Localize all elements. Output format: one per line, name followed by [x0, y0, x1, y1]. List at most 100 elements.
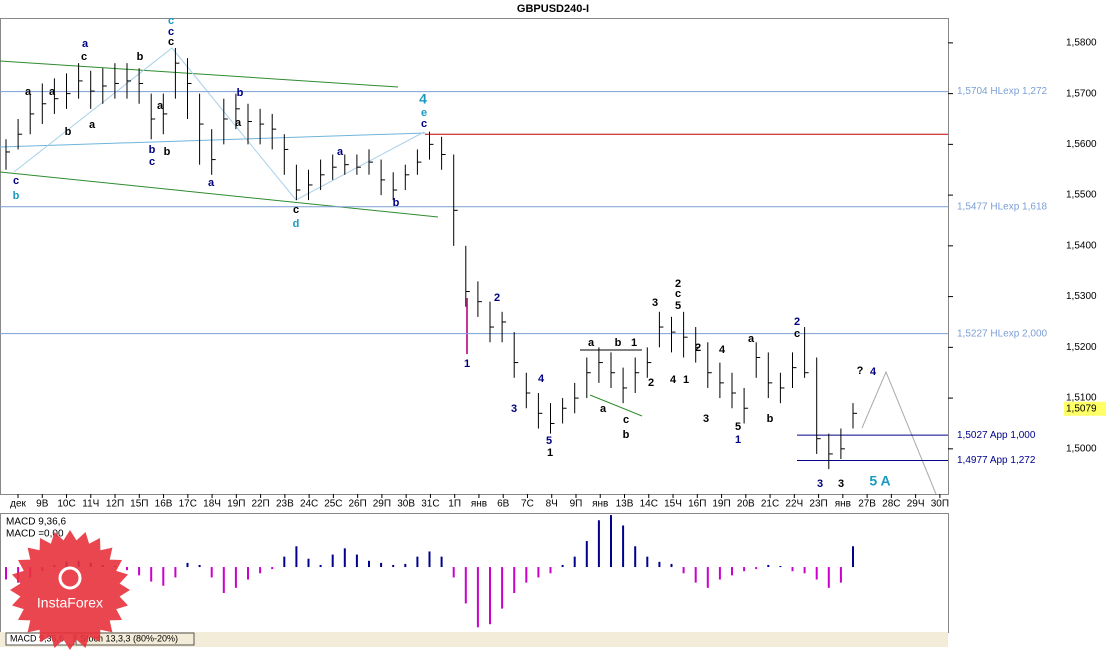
x-tick-label: 9В: [36, 499, 49, 510]
y-tick-label: 1,5100: [1066, 393, 1097, 404]
macd-bar: [295, 546, 298, 568]
macd-bar: [440, 556, 443, 568]
x-tick-label: 14С: [640, 499, 658, 510]
wave-label: 3: [703, 413, 709, 425]
wave-label: ?: [857, 365, 864, 377]
macd-bar: [126, 567, 128, 571]
wave-label: a: [588, 337, 595, 349]
wave-label: 5: [546, 435, 552, 447]
logo-badge: [10, 530, 130, 650]
wave-label: a: [25, 86, 32, 98]
wave-label: c: [168, 26, 174, 38]
macd-bar: [706, 567, 709, 588]
tab-label: Stoch 13,3,3 (80%-20%): [80, 633, 178, 643]
x-tick-label: 19П: [227, 499, 245, 510]
wave-label: a: [748, 333, 755, 345]
x-tick-label: 16П: [688, 499, 706, 510]
macd-bar: [634, 546, 637, 568]
macd-bar: [779, 566, 782, 568]
macd-bar: [670, 563, 673, 568]
macd-bar: [815, 567, 818, 580]
x-tick-label: 12П: [106, 499, 124, 510]
x-tick-label: 1П: [448, 499, 461, 510]
x-tick-label: 29Ч: [907, 499, 925, 510]
macd-bar: [210, 567, 213, 578]
macd-pane: [0, 513, 949, 633]
wave-label: 2: [695, 342, 701, 354]
wave-label: 5: [675, 300, 681, 312]
wave-label: 3: [652, 297, 658, 309]
wave-label: 2: [648, 377, 654, 389]
x-tick-label: янв: [835, 499, 851, 510]
macd-bar: [186, 562, 189, 568]
x-tick-label: 29П: [373, 499, 391, 510]
price-pane: [0, 18, 949, 495]
macd-bar: [138, 567, 141, 576]
wave-label: 2: [794, 316, 800, 328]
x-tick-label: 9П: [570, 499, 583, 510]
wave-label: a: [235, 117, 242, 129]
y-tick-label: 1,5400: [1066, 240, 1097, 251]
macd-bar: [743, 567, 746, 572]
wave-label: 4: [419, 91, 427, 107]
wave-label: a: [337, 146, 344, 158]
y-tick-label: 1,5700: [1066, 88, 1097, 99]
wave-label: b: [615, 337, 622, 349]
wave-label: b: [164, 146, 171, 158]
wave-label: d: [293, 218, 300, 230]
x-tick-label: 8Ч: [546, 499, 558, 510]
logo-icon: [58, 566, 82, 590]
macd-bar: [803, 567, 806, 574]
x-tick-label: янв: [592, 499, 608, 510]
wave-label: 3: [511, 403, 517, 415]
macd-bar: [259, 567, 262, 574]
macd-bar: [489, 567, 491, 625]
macd-bar: [585, 541, 588, 568]
x-tick-label: 28С: [882, 499, 900, 510]
wave-label: c: [421, 118, 427, 130]
last-price-label: 1,5079: [1066, 403, 1097, 414]
macd-bar: [537, 567, 540, 578]
x-tick-label: 31С: [421, 499, 439, 510]
x-tick-label: дек: [10, 499, 26, 510]
macd-label: MACD 9,36,6: [6, 517, 66, 528]
wave-label: c: [13, 175, 19, 187]
wave-label: 4: [670, 374, 677, 386]
wave-label: 3: [817, 478, 823, 490]
wave-label: 1: [735, 434, 741, 446]
wave-label: b: [13, 190, 20, 202]
x-tick-label: 10С: [57, 499, 75, 510]
macd-bar: [355, 554, 358, 568]
macd-bar: [368, 560, 370, 568]
macd-bar: [597, 520, 600, 568]
x-tick-label: 20В: [737, 499, 755, 510]
macd-bar: [549, 567, 552, 574]
macd-bar: [174, 567, 177, 578]
wave-label: a: [208, 177, 215, 189]
wave-label: 2: [494, 292, 500, 304]
wave-label: b: [137, 51, 144, 63]
x-tick-label: 19П: [712, 499, 730, 510]
wave-label: b: [237, 87, 244, 99]
macd-bar: [234, 567, 237, 588]
x-tick-label: янв: [471, 499, 487, 510]
macd-bar: [852, 546, 854, 568]
macd-bar: [610, 515, 612, 568]
macd-value-label: MACD =0,00: [6, 529, 64, 540]
level-label: 1,5227 HLexp 2,000: [957, 328, 1048, 339]
x-tick-label: 25С: [324, 499, 342, 510]
y-tick-label: 1,5200: [1066, 342, 1097, 353]
wave-label: 5 A: [869, 473, 890, 489]
macd-bar: [5, 567, 7, 580]
macd-bar: [525, 567, 528, 583]
y-tick-label: 1,5800: [1066, 38, 1097, 49]
wave-label: a: [82, 38, 89, 50]
wave-label: c: [168, 15, 174, 27]
x-tick-label: 22П: [251, 499, 269, 510]
wave-label: 2: [675, 278, 681, 290]
macd-bar: [646, 556, 649, 568]
wave-label: 1: [683, 374, 689, 386]
wave-label: b: [149, 144, 156, 156]
macd-bar: [452, 567, 455, 578]
wave-label: e: [421, 107, 427, 119]
